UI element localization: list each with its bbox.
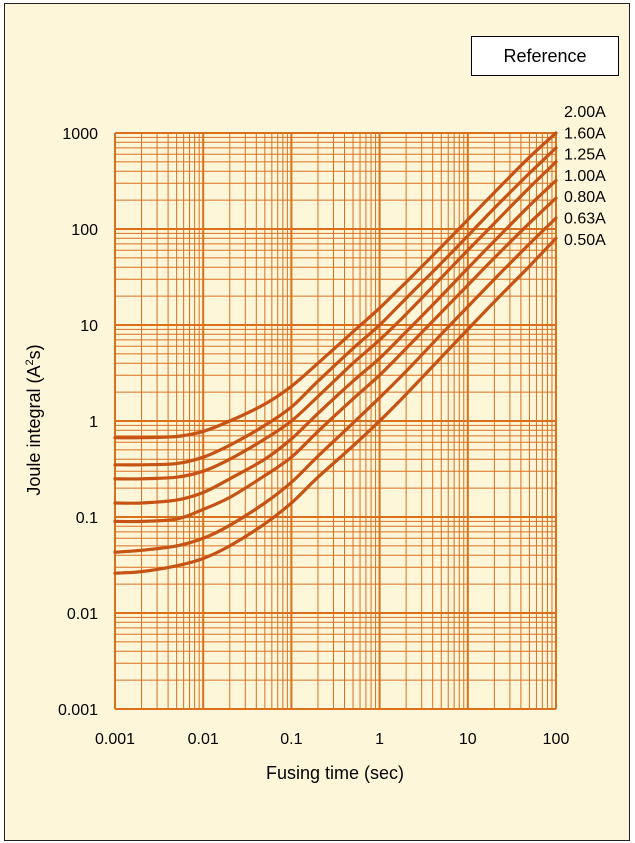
y-axis-label-main: Joule integral (A: [24, 366, 44, 496]
y-tick-label: 10: [80, 318, 98, 335]
major-grid: [114, 132, 557, 710]
y-tick-label: 0.001: [58, 702, 98, 719]
series-label: 1.25A: [564, 147, 606, 164]
series-label: 0.63A: [564, 211, 606, 228]
x-tick-label: 10: [459, 731, 477, 748]
series-label: 2.00A: [564, 104, 606, 121]
x-tick-label: 1: [375, 731, 384, 748]
y-axis-label: Joule integral (A2s): [24, 344, 44, 495]
series-label: 0.80A: [564, 189, 606, 206]
x-axis-label: Fusing time (sec): [266, 763, 404, 783]
x-tick-label: 0.001: [95, 731, 135, 748]
x-tick-label: 0.1: [280, 731, 302, 748]
y-tick-labels: 0.001 0.01 0.1 1 10 100 1000: [58, 126, 98, 719]
series-line-2.00A: [113, 131, 558, 440]
series-labels: 2.00A 1.60A 1.25A 1.00A 0.80A 0.63A 0.50A: [564, 104, 606, 249]
series-line-1.60A: [113, 146, 558, 467]
series-line-0.63A: [113, 216, 558, 554]
y-tick-label: 0.01: [67, 606, 98, 623]
x-tick-label: 0.01: [188, 731, 219, 748]
reference-badge: Reference: [471, 36, 619, 76]
series-line-0.80A: [113, 196, 558, 524]
y-tick-label: 1: [89, 414, 98, 431]
x-tick-labels: 0.001 0.01 0.1 1 10 100: [95, 731, 569, 748]
y-tick-label: 1000: [62, 126, 98, 143]
series-line-1.25A: [113, 160, 558, 481]
y-axis-label-sup: 2: [24, 359, 36, 365]
x-tick-label: 100: [543, 731, 570, 748]
series-label: 1.60A: [564, 125, 606, 142]
y-tick-label: 100: [71, 222, 98, 239]
series-line-1.00A: [113, 178, 558, 505]
series-label: 1.00A: [564, 168, 606, 185]
y-axis-label-tail: s): [24, 344, 44, 359]
y-tick-label: 0.1: [76, 510, 98, 527]
series-label: 0.50A: [564, 232, 606, 249]
series-line-0.50A: [113, 236, 558, 575]
series-curves: [113, 131, 558, 575]
